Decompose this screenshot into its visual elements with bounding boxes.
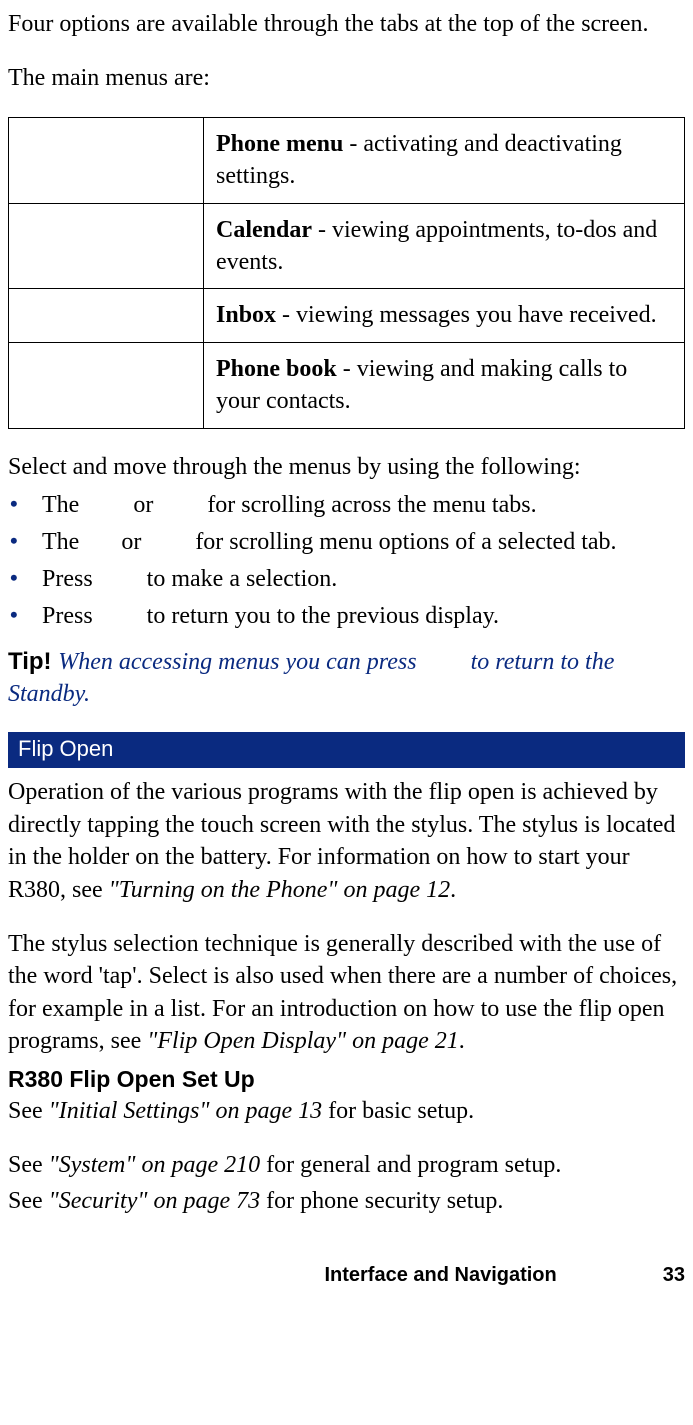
sub-paragraph-1: See "Initial Settings" on page 13 for ba… — [8, 1095, 685, 1127]
table-row: Phone book - viewing and making calls to… — [9, 342, 685, 428]
cross-reference: "Flip Open Display" on page 21 — [147, 1028, 458, 1054]
menu-text-cell: Calendar - viewing appointments, to-dos … — [204, 203, 685, 289]
bullet-text-post: for scrolling menu options of a selected… — [189, 529, 616, 555]
cross-reference: "Security" on page 73 — [49, 1188, 260, 1214]
bullet-text-mid: or — [127, 492, 159, 518]
sub-heading: R380 Flip Open Set Up — [8, 1066, 685, 1093]
section-paragraph-1: Operation of the various programs with t… — [8, 776, 685, 906]
sub-p2-pre: See — [8, 1152, 49, 1178]
list-item: Press to make a selection. — [8, 561, 685, 598]
cross-reference: "System" on page 210 — [49, 1152, 260, 1178]
sub-paragraph-2: See "System" on page 210 for general and… — [8, 1149, 685, 1181]
table-row: Calendar - viewing appointments, to-dos … — [9, 203, 685, 289]
footer-page-number: 33 — [663, 1264, 685, 1287]
sub-p1-post: for basic setup. — [322, 1098, 474, 1124]
menu-table: Phone menu - activating and deactivating… — [8, 117, 685, 429]
table-row: Inbox - viewing messages you have receiv… — [9, 289, 685, 342]
bullet-text-mid: or — [115, 529, 147, 555]
section-p1-post: . — [450, 877, 456, 903]
menu-label: Phone menu — [216, 131, 343, 157]
nav-lead: Select and move through the menus by usi… — [8, 451, 685, 483]
menu-icon-cell — [9, 117, 204, 203]
menu-text-cell: Phone menu - activating and deactivating… — [204, 117, 685, 203]
menu-label: Inbox — [216, 302, 276, 328]
bullet-text-post: to make a selection. — [141, 566, 338, 592]
sub-p3-post: for phone security setup. — [260, 1188, 503, 1214]
menu-icon-cell — [9, 289, 204, 342]
tip-label: Tip! — [8, 648, 58, 675]
menu-label: Phone book — [216, 356, 337, 382]
list-item: The or for scrolling menu options of a s… — [8, 524, 685, 561]
footer-section-title: Interface and Navigation — [324, 1264, 556, 1287]
intro-paragraph-1: Four options are available through the t… — [8, 8, 685, 40]
tip-body-pre: When accessing menus you can press — [58, 649, 422, 675]
sub-paragraph-3: See "Security" on page 73 for phone secu… — [8, 1185, 685, 1217]
page-footer: Interface and Navigation 33 — [0, 1264, 693, 1303]
sub-p1-pre: See — [8, 1098, 49, 1124]
section-heading-bar: Flip Open — [8, 732, 685, 768]
bullet-text-pre: The — [42, 492, 85, 518]
bullet-text-pre: Press — [42, 566, 99, 592]
list-item: Press to return you to the previous disp… — [8, 598, 685, 635]
menu-icon-cell — [9, 203, 204, 289]
bullet-text-post: to return you to the previous display. — [141, 603, 499, 629]
intro-paragraph-2: The main menus are: — [8, 62, 685, 94]
cross-reference: "Initial Settings" on page 13 — [49, 1098, 322, 1124]
list-item: The or for scrolling across the menu tab… — [8, 487, 685, 524]
section-paragraph-2: The stylus selection technique is genera… — [8, 928, 685, 1058]
menu-icon-cell — [9, 342, 204, 428]
menu-label: Calendar — [216, 217, 312, 243]
bullet-text-post: for scrolling across the menu tabs. — [201, 492, 536, 518]
table-row: Phone menu - activating and deactivating… — [9, 117, 685, 203]
menu-text-cell: Phone book - viewing and making calls to… — [204, 342, 685, 428]
menu-text-cell: Inbox - viewing messages you have receiv… — [204, 289, 685, 342]
cross-reference: "Turning on the Phone" on page 12 — [109, 877, 450, 903]
bullet-text-pre: Press — [42, 603, 99, 629]
bullet-text-pre: The — [42, 529, 85, 555]
sub-p3-pre: See — [8, 1188, 49, 1214]
nav-bullet-list: The or for scrolling across the menu tab… — [8, 487, 685, 636]
menu-desc: - viewing messages you have received. — [276, 302, 657, 328]
section-p2-post: . — [459, 1028, 465, 1054]
sub-p2-post: for general and program setup. — [260, 1152, 561, 1178]
tip-paragraph: Tip! When accessing menus you can press … — [8, 646, 685, 711]
